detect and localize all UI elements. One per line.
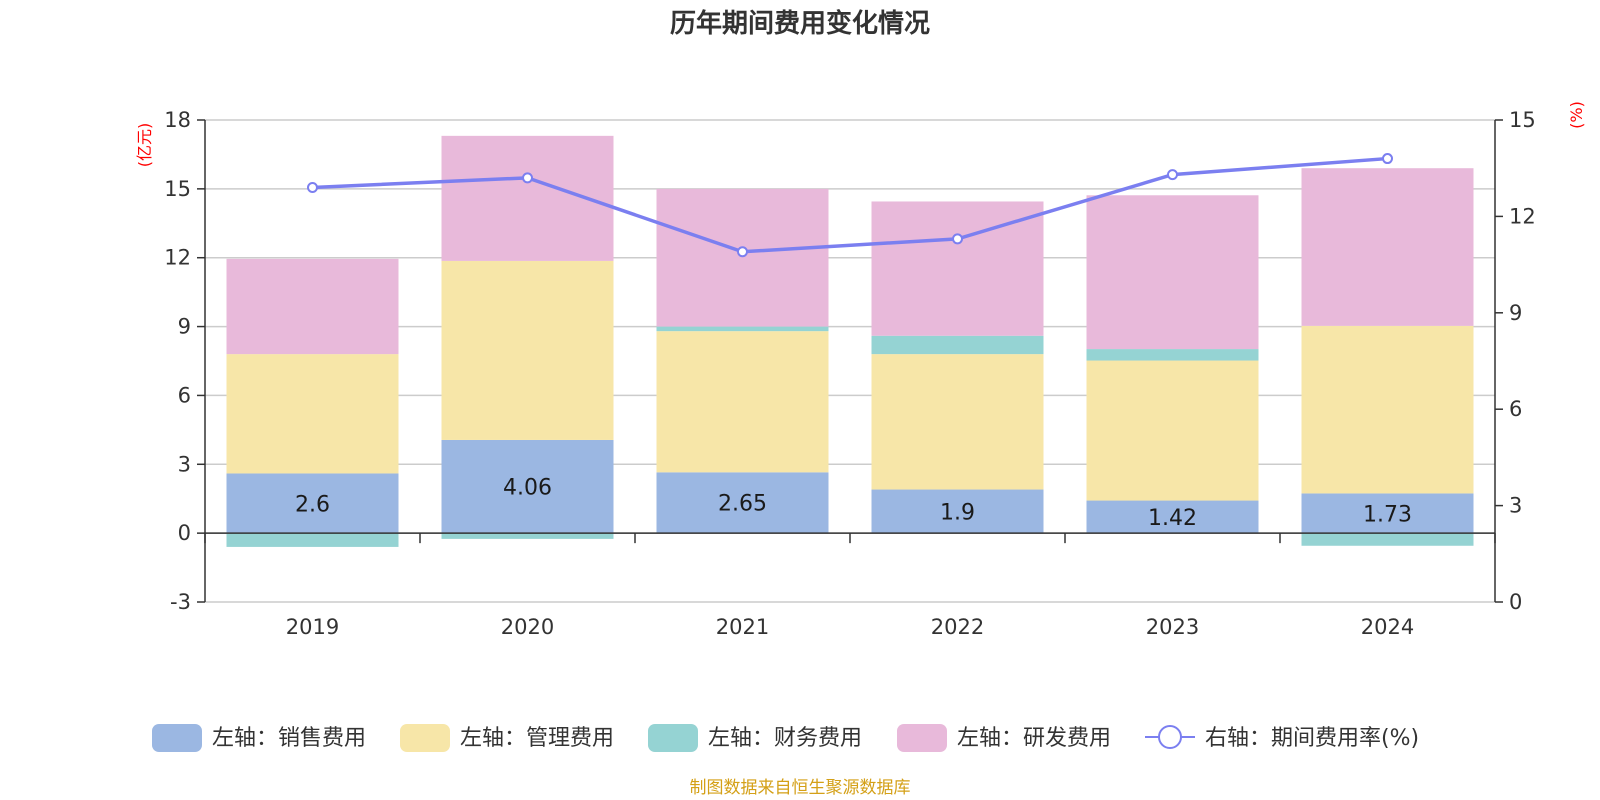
- right-tick-label: 0: [1509, 590, 1522, 614]
- legend-swatch: [648, 724, 698, 752]
- x-tick-label: 2022: [931, 615, 984, 639]
- rate-point: [952, 233, 963, 245]
- rate-point: [1167, 169, 1178, 181]
- legend-swatch: [152, 724, 202, 752]
- x-tick-label: 2024: [1361, 615, 1414, 639]
- x-tick-label: 2023: [1146, 615, 1199, 639]
- bar-segment: [1301, 168, 1474, 326]
- left-tick-label: -3: [170, 590, 191, 614]
- legend-label: 左轴：管理费用: [460, 726, 614, 751]
- right-tick-label: 9: [1509, 301, 1522, 325]
- right-tick-label: 15: [1509, 108, 1536, 132]
- x-tick-label: 2019: [286, 615, 339, 639]
- left-axis-unit: (亿元): [135, 123, 154, 168]
- data-label: 2.6: [295, 492, 330, 517]
- rate-line: [307, 153, 1393, 258]
- chart-title: 历年期间费用变化情况: [670, 8, 930, 39]
- bar-segment: [871, 489, 1044, 534]
- bar-segment: [656, 326, 829, 332]
- bar-segment: [1301, 325, 1474, 494]
- rate-line-path: [312, 156, 1388, 254]
- rate-point: [1382, 153, 1393, 165]
- bar-segment: [1086, 349, 1259, 361]
- bar-segment: [656, 331, 829, 473]
- bar-segment: [1301, 493, 1474, 534]
- data-label: 1.73: [1363, 502, 1412, 527]
- left-tick-label: 18: [164, 108, 191, 132]
- rate-point: [307, 181, 318, 193]
- bar-segment: [871, 354, 1044, 490]
- bar-segment: [871, 335, 1044, 355]
- legend-marker: [1158, 725, 1182, 749]
- data-label: 1.9: [940, 500, 975, 525]
- bar-segment: [1301, 533, 1474, 546]
- bars: [226, 135, 1474, 547]
- bar-segment: [226, 354, 399, 474]
- legend-label: 左轴：研发费用: [957, 726, 1111, 751]
- bar-segment: [1086, 195, 1259, 350]
- left-tick-label: 6: [178, 383, 191, 407]
- bar-segment: [441, 439, 614, 534]
- bar-segment: [441, 260, 614, 440]
- bar-segment: [656, 472, 829, 534]
- legend-label: 右轴：期间费用率(%): [1205, 726, 1419, 751]
- right-axis-unit: (%): [1567, 101, 1586, 129]
- legend-label: 左轴：销售费用: [212, 726, 366, 751]
- data-labels: 2.6 4.06 2.65 1.9 1.42 1.73: [295, 476, 1412, 531]
- bar-segment: [1086, 360, 1259, 501]
- data-label: 1.42: [1148, 506, 1197, 531]
- bar-segment: [871, 201, 1044, 336]
- right-tick-label: 6: [1509, 397, 1522, 421]
- legend-swatch: [897, 724, 947, 752]
- bar-segment: [1086, 500, 1259, 534]
- bar-segment: [441, 533, 614, 539]
- bar-segment: [226, 473, 399, 534]
- rate-point: [737, 246, 748, 258]
- legend: 左轴：销售费用 左轴：管理费用 左轴：财务费用 左轴：研发费用 右轴：期间费用率(%): [152, 724, 1419, 752]
- x-tick-label: 2021: [716, 615, 769, 639]
- left-tick-label: 9: [178, 315, 191, 339]
- source-note: 制图数据来自恒生聚源数据库: [690, 778, 911, 798]
- right-tick-label: 12: [1509, 204, 1536, 228]
- bar-segment: [226, 533, 399, 547]
- legend-label: 左轴：财务费用: [708, 726, 862, 751]
- bar-segment: [656, 188, 829, 327]
- bar-segment: [226, 258, 399, 355]
- left-tick-label: 15: [164, 177, 191, 201]
- x-tick-label: 2020: [501, 615, 554, 639]
- left-tick-label: 0: [178, 521, 191, 545]
- left-tick-label: 12: [164, 246, 191, 270]
- data-label: 4.06: [503, 476, 552, 501]
- left-tick-label: 3: [178, 452, 191, 476]
- legend-swatch: [400, 724, 450, 752]
- data-label: 2.65: [718, 492, 767, 517]
- axes: -3 0 3 6 9 12 15 18 0 3 6 9 12 15 2019 2020 2021 2022 2023…: [164, 108, 1535, 639]
- right-tick-label: 3: [1509, 494, 1522, 518]
- rate-point: [522, 172, 533, 184]
